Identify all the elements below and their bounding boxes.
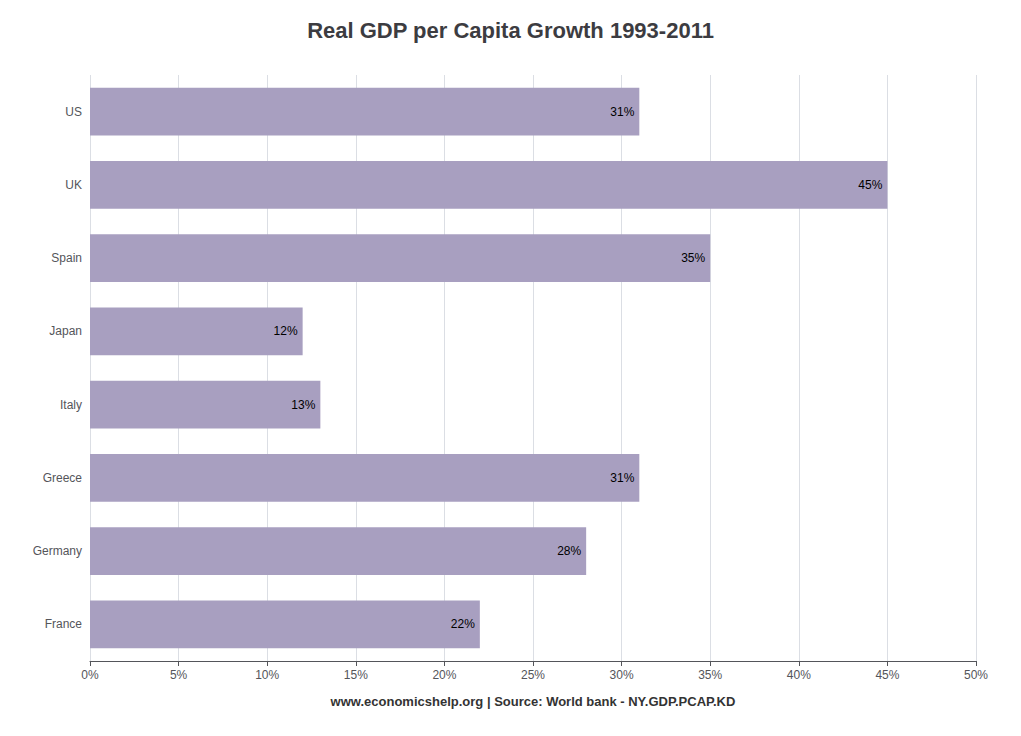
svg-text:35%: 35% [698, 668, 722, 682]
svg-text:Spain: Spain [51, 251, 82, 265]
svg-text:22%: 22% [451, 617, 475, 631]
svg-text:www.economicshelp.org | Source: www.economicshelp.org | Source: World ba… [330, 694, 736, 709]
svg-text:5%: 5% [170, 668, 188, 682]
svg-text:35%: 35% [681, 251, 705, 265]
svg-text:45%: 45% [875, 668, 899, 682]
svg-text:15%: 15% [344, 668, 368, 682]
svg-text:10%: 10% [255, 668, 279, 682]
svg-text:UK: UK [65, 178, 82, 192]
svg-text:30%: 30% [610, 668, 634, 682]
svg-text:Japan: Japan [49, 324, 82, 338]
svg-text:20%: 20% [432, 668, 456, 682]
svg-text:40%: 40% [787, 668, 811, 682]
svg-text:Italy: Italy [60, 398, 82, 412]
svg-text:31%: 31% [610, 471, 634, 485]
svg-text:31%: 31% [610, 105, 634, 119]
svg-text:France: France [45, 617, 83, 631]
svg-text:25%: 25% [521, 668, 545, 682]
svg-text:US: US [65, 105, 82, 119]
svg-text:28%: 28% [557, 544, 581, 558]
svg-text:13%: 13% [291, 398, 315, 412]
svg-text:0%: 0% [81, 668, 99, 682]
svg-text:12%: 12% [274, 324, 298, 338]
svg-text:Real GDP per Capita Growth 199: Real GDP per Capita Growth 1993-2011 [307, 18, 714, 43]
svg-text:45%: 45% [858, 178, 882, 192]
svg-text:Germany: Germany [33, 544, 82, 558]
svg-text:Greece: Greece [43, 471, 83, 485]
svg-text:50%: 50% [964, 668, 988, 682]
